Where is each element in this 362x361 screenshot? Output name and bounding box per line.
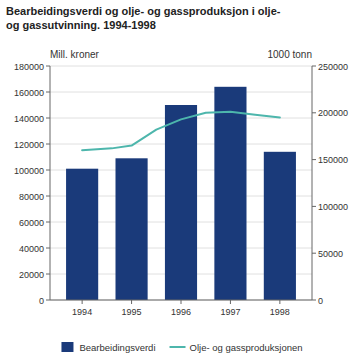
legend: Bearbeidingsverdi Olje- og gassproduksjon…	[61, 342, 302, 353]
y2-tick	[312, 300, 316, 301]
bar	[116, 158, 148, 300]
x-tick	[82, 300, 83, 304]
bar	[165, 105, 197, 300]
title-line: og gassutvinning. 1994-1998	[6, 19, 156, 31]
y-axis-label: Mill. kroner	[50, 49, 100, 60]
y-tick-label: 100000	[14, 166, 44, 176]
y2-tick-label: 50000	[318, 249, 343, 259]
grid-line	[50, 300, 312, 301]
y-tick-label: 0	[39, 296, 44, 306]
y2-tick-label: 150000	[318, 155, 348, 165]
x-tick-label: 1998	[270, 307, 290, 317]
y2-tick	[312, 253, 316, 254]
y2-axis-line	[312, 66, 313, 300]
y-tick	[46, 66, 50, 67]
y-tick-label: 120000	[14, 140, 44, 150]
legend-label: Olje- og gassproduksjonen	[190, 342, 303, 353]
y-tick	[46, 118, 50, 119]
chart-container: Bearbeidingsverdi og olje- og gassproduk…	[0, 0, 362, 361]
y2-tick	[312, 159, 316, 160]
y-tick-label: 160000	[14, 88, 44, 98]
bar	[66, 169, 98, 300]
legend-item: Bearbeidingsverdi	[61, 342, 155, 353]
legend-item: Olje- og gassproduksjonen	[170, 342, 303, 353]
y2-axis-label: 1000 tonn	[268, 49, 313, 60]
y-tick	[46, 196, 50, 197]
y-tick-label: 60000	[19, 218, 44, 228]
y-axis-line	[50, 66, 51, 300]
grid-line	[50, 66, 312, 67]
y-tick	[46, 170, 50, 171]
chart: Bearbeidingsverdi og olje- og gassproduk…	[0, 0, 362, 361]
title-line: Bearbeidingsverdi og olje- og gassproduk…	[6, 5, 281, 17]
y-tick-label: 140000	[14, 114, 44, 124]
x-tick	[131, 300, 132, 304]
y-tick	[46, 300, 50, 301]
legend-swatch	[170, 346, 186, 348]
grid-line	[50, 92, 312, 93]
y-tick	[46, 222, 50, 223]
plot-marks	[66, 87, 296, 300]
x-tick	[230, 300, 231, 304]
legend-label: Bearbeidingsverdi	[79, 342, 155, 353]
bar	[264, 152, 296, 300]
y2-tick	[312, 112, 316, 113]
x-tick	[181, 300, 182, 304]
x-tick-label: 1996	[171, 307, 191, 317]
y2-tick-label: 0	[318, 296, 323, 306]
line	[82, 112, 280, 150]
grid	[50, 66, 312, 300]
y2-tick-label: 250000	[318, 62, 348, 72]
y-tick	[46, 144, 50, 145]
y2-tick-label: 200000	[318, 108, 348, 118]
x-tick	[279, 300, 280, 304]
x-axis-line	[50, 300, 312, 301]
y2-tick	[312, 66, 316, 67]
x-tick-label: 1995	[122, 307, 142, 317]
y-tick-label: 20000	[19, 270, 44, 280]
y-tick	[46, 274, 50, 275]
y-tick-label: 80000	[19, 192, 44, 202]
title: Bearbeidingsverdi og olje- og gassproduk…	[6, 5, 281, 31]
x-tick-label: 1997	[220, 307, 240, 317]
y-tick	[46, 248, 50, 249]
bar	[214, 87, 246, 300]
legend-swatch	[61, 342, 73, 352]
y2-tick-label: 100000	[318, 202, 348, 212]
y-tick-label: 180000	[14, 62, 44, 72]
x-tick-label: 1994	[72, 307, 92, 317]
y2-tick	[312, 206, 316, 207]
y-tick-label: 40000	[19, 244, 44, 254]
y-tick	[46, 92, 50, 93]
